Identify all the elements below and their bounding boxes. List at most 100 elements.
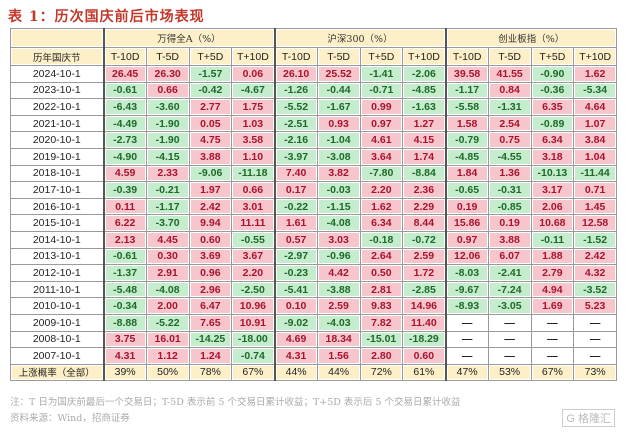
value-cell: -7.24 xyxy=(487,280,532,299)
value-cell: -0.18 xyxy=(359,230,404,249)
value-cell: -15.01 xyxy=(359,330,404,349)
value-cell: -0.71 xyxy=(359,81,404,100)
value-cell: 0.11 xyxy=(102,197,147,216)
value-cell: 1.84 xyxy=(444,164,489,183)
value-cell: 4.61 xyxy=(359,131,404,149)
value-cell: 6.47 xyxy=(188,297,233,315)
value-cell: 4.32 xyxy=(573,264,617,282)
value-cell: -1.04 xyxy=(316,131,361,149)
column-header: T-5D xyxy=(145,47,190,66)
value-cell: 3.88 xyxy=(487,230,532,249)
value-cell: 2.00 xyxy=(145,297,190,315)
value-cell: -2.16 xyxy=(273,131,318,149)
value-cell: -2.50 xyxy=(231,280,275,299)
value-cell: -9.02 xyxy=(273,313,318,332)
value-cell: 7.82 xyxy=(359,313,404,332)
source-note: 资料来源：Wind，招商证券 xyxy=(10,413,130,424)
value-cell: 2.13 xyxy=(102,230,147,249)
value-cell: -8.03 xyxy=(444,264,489,282)
column-header: T+10D xyxy=(402,47,446,66)
value-cell: — xyxy=(530,347,575,365)
value-cell: 4.75 xyxy=(188,131,233,149)
value-cell: 0.10 xyxy=(273,297,318,315)
blank-header-cell xyxy=(10,28,104,48)
value-cell: 0.66 xyxy=(145,81,190,100)
value-cell: 10.96 xyxy=(231,297,275,315)
value-cell: 0.71 xyxy=(573,181,617,199)
value-cell: -3.97 xyxy=(273,147,318,166)
value-cell: 0.57 xyxy=(273,230,318,249)
value-cell: 10.68 xyxy=(530,214,575,232)
value-cell: 41.55 xyxy=(487,65,532,83)
date-cell: 2009-10-1 xyxy=(10,313,104,332)
value-cell: -1.63 xyxy=(402,98,446,116)
date-cell: 2023-10-1 xyxy=(10,81,104,100)
value-cell: 6.22 xyxy=(102,214,147,232)
probability-cell: 73% xyxy=(573,363,617,382)
column-header-row: 历年国庆节 T-10D T-5D T+5D T+10D T-10D T-5D T+5D T+1… xyxy=(10,47,617,66)
table-row: 2010-10-1 -0.34 2.00 6.47 10.96 0.10 2.59 9.83 1… xyxy=(10,297,617,315)
value-cell: 1.04 xyxy=(573,147,617,166)
value-cell: 1.36 xyxy=(487,164,532,183)
value-cell: 2.79 xyxy=(530,264,575,282)
value-cell: — xyxy=(573,347,617,365)
group-header-hs300: 沪深300（%） xyxy=(273,28,446,48)
value-cell: — xyxy=(444,313,489,332)
column-header: T+5D xyxy=(530,47,575,66)
probability-cell: 44% xyxy=(273,363,318,382)
value-cell: 25.52 xyxy=(316,65,361,83)
table-row: 2011-10-1 -5.48 -4.08 2.96 -2.50 -5.41 -3.88 2.… xyxy=(10,280,617,299)
value-cell: 0.60 xyxy=(188,230,233,249)
value-cell: -2.85 xyxy=(402,280,446,299)
value-cell: 6.07 xyxy=(487,247,532,266)
value-cell: 2.42 xyxy=(188,197,233,216)
probability-cell: 50% xyxy=(145,363,190,382)
value-cell: -0.96 xyxy=(316,247,361,266)
column-header: T+10D xyxy=(573,47,617,66)
value-cell: 3.58 xyxy=(231,131,275,149)
value-cell: 0.60 xyxy=(402,347,446,365)
value-cell: 2.20 xyxy=(359,181,404,199)
value-cell: -0.55 xyxy=(231,230,275,249)
value-cell: 0.19 xyxy=(444,197,489,216)
value-cell: 2.36 xyxy=(402,181,446,199)
market-performance-table: 万得全A（%） 沪深300（%） 创业板指（%） 历年国庆节 T-10D T-5D… xyxy=(10,28,617,382)
value-cell: 0.93 xyxy=(316,114,361,133)
value-cell: 12.58 xyxy=(573,214,617,232)
value-cell: 8.44 xyxy=(402,214,446,232)
value-cell: -8.93 xyxy=(444,297,489,315)
value-cell: — xyxy=(487,313,532,332)
value-cell: 3.01 xyxy=(231,197,275,216)
value-cell: 1.75 xyxy=(231,98,275,116)
footnote: 注：T 日为国庆前最后一个交易日；T-5D 表示前 5 个交易日累计收益；T+5… xyxy=(10,397,461,408)
value-cell: 1.24 xyxy=(188,347,233,365)
probability-cell: 44% xyxy=(316,363,361,382)
value-cell: 4.59 xyxy=(102,164,147,183)
value-cell: -0.61 xyxy=(102,81,147,100)
value-cell: -0.61 xyxy=(102,247,147,266)
group-header-row: 万得全A（%） 沪深300（%） 创业板指（%） xyxy=(10,28,617,48)
value-cell: -0.79 xyxy=(444,131,489,149)
column-header: T+5D xyxy=(188,47,233,66)
value-cell: 9.83 xyxy=(359,297,404,315)
value-cell: -18.29 xyxy=(402,330,446,349)
date-cell: 2021-10-1 xyxy=(10,114,104,133)
value-cell: 0.30 xyxy=(145,247,190,266)
summary-label: 上涨概率（全部） xyxy=(10,363,104,382)
value-cell: 2.81 xyxy=(359,280,404,299)
table-row: 2017-10-1 -0.39 -0.21 1.97 0.66 0.17 -0.03 2.20… xyxy=(10,181,617,199)
table-row: 2016-10-1 0.11 -1.17 2.42 3.01 -0.22 -1.15 1.62… xyxy=(10,197,617,216)
probability-cell: 61% xyxy=(402,363,446,382)
value-cell: -2.51 xyxy=(273,114,318,133)
value-cell: 0.17 xyxy=(273,181,318,199)
value-cell: -4.08 xyxy=(316,214,361,232)
value-cell: 4.42 xyxy=(316,264,361,282)
value-cell: -5.41 xyxy=(273,280,318,299)
table-title: 表 1：历次国庆前后市场表现 xyxy=(8,9,205,25)
value-cell: -7.80 xyxy=(359,164,404,183)
value-cell: 4.94 xyxy=(530,280,575,299)
value-cell: 0.97 xyxy=(359,114,404,133)
value-cell: 26.30 xyxy=(145,65,190,83)
value-cell: -2.06 xyxy=(402,65,446,83)
value-cell: 0.99 xyxy=(359,98,404,116)
